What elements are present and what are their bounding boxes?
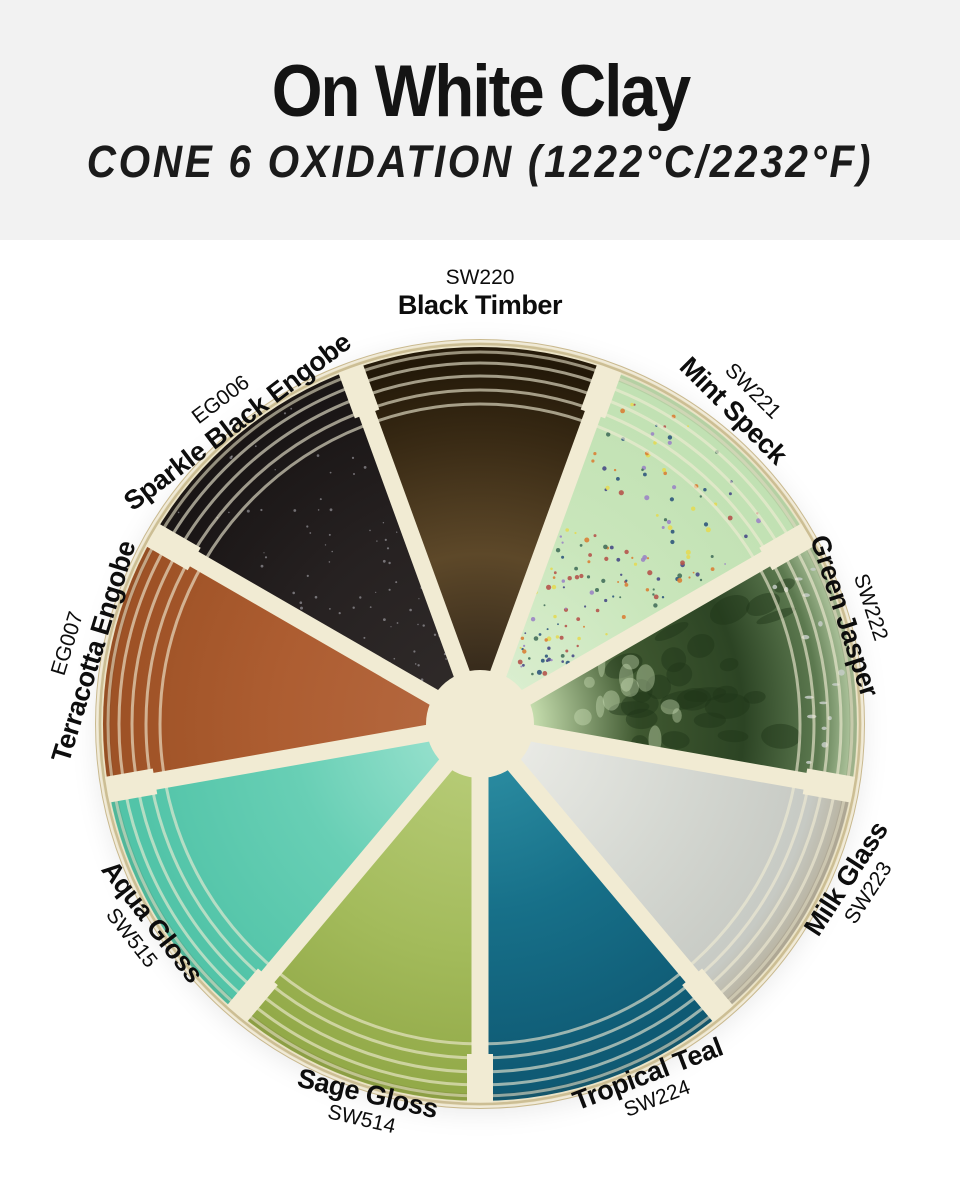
wedge-sw515 [108, 724, 480, 1013]
glaze-code: SW220 [445, 266, 515, 290]
wedge-sw222 [480, 535, 858, 790]
plate-center [426, 670, 534, 778]
page-subtitle: CONE 6 OXIDATION (1222°C/2232°F) [86, 136, 874, 187]
label-black-timber: SW220 Black Timber [397, 266, 563, 320]
cream-dividers [104, 363, 856, 1103]
wedge-eg007 [102, 535, 481, 790]
wedge-sw514 [237, 724, 480, 1101]
page-title: On White Clay [271, 49, 690, 133]
wedge-sw223 [480, 724, 852, 1013]
header-banner: On White Clay CONE 6 OXIDATION (1222°C/2… [0, 0, 960, 240]
wedge-sw220 [351, 346, 609, 724]
glaze-texture-layer [177, 402, 845, 764]
plate-area [0, 240, 960, 1200]
plate-edge-highlight [96, 340, 864, 1108]
plate-edge [98, 342, 862, 1106]
glaze-name: Black Timber [397, 289, 563, 320]
glaze-sample-plate [95, 339, 865, 1109]
wedge-sw224 [480, 724, 723, 1101]
